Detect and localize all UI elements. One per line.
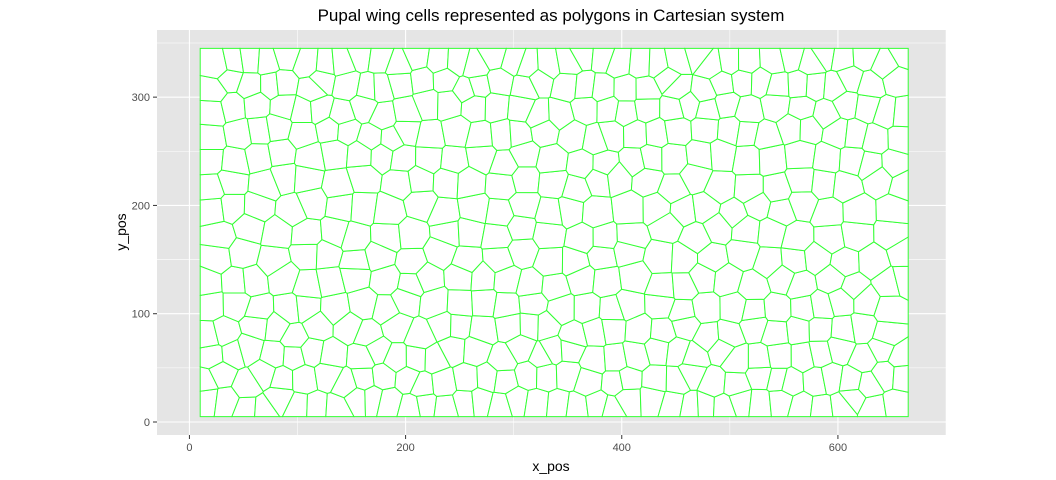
cell-polygon [766,342,792,369]
cell-polygon [892,94,909,128]
cell-polygon [892,364,909,393]
cell-polygon [244,143,273,175]
cell-polygon [730,69,753,98]
x-tick-label: 0 [186,442,192,454]
cell-polygon [535,363,558,393]
x-axis-ticks: 0 200 400 600 [186,435,847,454]
cell-polygon [440,144,470,174]
cell-polygon [581,195,615,229]
cell-polygon [634,98,661,124]
cell-polygon [737,47,761,74]
chart-title: Pupal wing cells represented as polygons… [318,6,785,25]
cell-polygon [873,295,909,325]
cell-polygon [489,118,512,151]
cell-polygon [758,143,788,177]
y-tick-label: 200 [132,200,150,212]
cell-polygon [199,148,225,176]
cell-polygon [871,320,909,347]
cell-polygon [484,92,510,124]
cell-polygon [741,298,767,322]
cell-polygon [811,168,837,201]
cell-polygon [717,47,740,76]
cell-polygon [790,294,815,322]
cell-polygon [449,313,473,340]
cell-polygon [470,288,498,318]
cell-polygon [199,123,228,151]
cell-polygon [324,193,354,223]
y-axis-ticks: 0 100 200 300 [132,92,157,429]
cell-polygon [586,245,618,271]
cell-polygon [199,291,225,322]
cell-polygon [452,361,479,392]
cell-polygon [763,291,792,323]
cell-polygon [601,318,627,346]
cell-polygon [409,66,435,95]
cell-polygon [199,197,225,228]
cell-polygon [239,47,261,74]
cell-polygon [306,389,328,418]
x-tick-label: 400 [613,442,631,454]
cell-polygon [731,144,761,176]
cell-polygon [426,47,450,74]
cell-polygons [199,47,909,418]
cell-polygon [808,316,833,342]
cell-polygon [315,47,335,76]
cell-polygon [523,387,550,418]
cell-polygon [628,47,651,79]
x-tick-label: 200 [396,442,414,454]
cell-polygon [805,71,827,103]
x-axis-label: x_pos [532,458,569,474]
cell-polygon [565,148,594,180]
x-tick-label: 600 [829,442,847,454]
cell-polygon [787,69,808,99]
cell-polygon [748,388,772,418]
cell-polygon [591,72,615,103]
cell-polygon [592,265,623,299]
cell-polygon [492,291,521,319]
cell-polygon [885,236,909,268]
cell-polygon [415,393,438,418]
cell-polygon [319,139,349,171]
cell-polygon [532,221,568,250]
cell-polygon [887,47,909,71]
y-axis-label: y_pos [113,213,129,250]
cell-polygon [882,388,909,418]
y-tick-label: 300 [132,92,150,104]
y-tick-label: 0 [144,417,150,429]
y-tick-label: 100 [132,309,150,321]
cell-polygon [545,387,570,418]
cell-polygon [664,117,693,147]
cell-polygon [405,344,427,373]
cell-polygon [484,172,517,201]
cell-polygon [690,117,720,144]
cell-polygon [446,289,474,317]
cell-polygon [887,335,909,368]
cell-polygon [809,393,834,418]
cell-polygon [783,139,817,170]
cell-polygon [613,73,637,102]
